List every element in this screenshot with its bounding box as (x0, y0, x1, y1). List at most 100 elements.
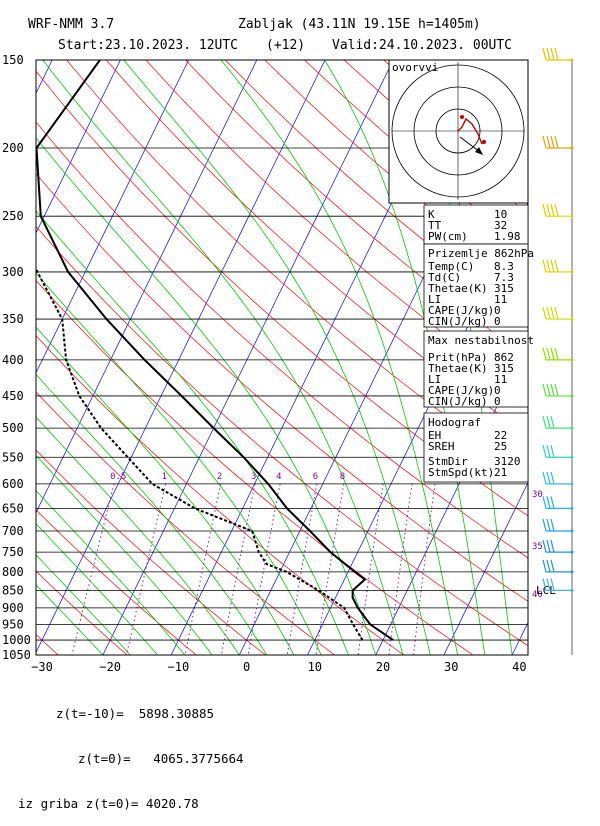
pressure-tick-label: 750 (2, 545, 24, 559)
wind-barb (543, 307, 574, 321)
barb-feather (543, 348, 546, 360)
temperature-tick-label: 40 (512, 660, 526, 674)
theta-e-label: 30 (532, 490, 543, 500)
barb-feather (555, 204, 558, 216)
info-label: StmSpd(kt) (428, 466, 494, 479)
barb-feather (551, 260, 554, 272)
barb-feather (555, 307, 558, 319)
barb-dot (571, 146, 574, 149)
info-section-title: Max nestabilnost (428, 334, 534, 347)
pressure-tick-label: 250 (2, 209, 24, 223)
barb-feather (547, 540, 550, 552)
wind-barb (543, 348, 574, 362)
barb-feather (555, 136, 558, 148)
hodograph-title: ovorvvi (392, 61, 438, 74)
temperature-tick-label: 0 (243, 660, 250, 674)
moist-adiabat-line (0, 60, 348, 655)
pressure-tick-label: 650 (2, 501, 24, 515)
mixing-ratio-label: 6 (313, 472, 318, 482)
barb-feather (547, 496, 550, 508)
barb-feather (551, 496, 554, 508)
barb-feather (551, 204, 554, 216)
isotherm-line (103, 60, 393, 655)
mixing-ratio-line (72, 484, 114, 655)
wind-barb (543, 540, 574, 554)
barb-feather (547, 519, 550, 531)
pressure-tick-label: 150 (2, 53, 24, 67)
wind-barb (543, 416, 574, 430)
mixing-ratio-line (358, 484, 383, 655)
mixing-ratio-line (185, 484, 221, 655)
barb-dot (571, 215, 574, 218)
hodograph-point (460, 115, 464, 119)
start-time: Start:23.10.2023. 12UTC (58, 38, 238, 53)
info-label: PW(cm) (428, 230, 468, 243)
pressure-tick-label: 1050 (2, 648, 31, 662)
valid-time: Valid:24.10.2023. 00UTC (332, 38, 512, 53)
barb-feather (543, 260, 546, 272)
lead-time: (+12) (266, 38, 305, 53)
pressure-tick-label: 400 (2, 353, 24, 367)
barb-feather (543, 416, 546, 428)
pressure-tick-label: 200 (2, 141, 24, 155)
pressure-tick-label: 700 (2, 524, 24, 538)
barb-feather (543, 519, 546, 531)
barb-feather (547, 307, 550, 319)
barb-dot (571, 427, 574, 430)
dewpoint-line (0, 60, 363, 640)
info-label: SREH (428, 440, 455, 453)
pressure-tick-label: 850 (2, 583, 24, 597)
temperature-tick-label: −10 (168, 660, 190, 674)
temperature-tick-label: −20 (99, 660, 121, 674)
barb-feather (551, 416, 554, 428)
barb-feather (547, 348, 550, 360)
barb-feather (547, 445, 550, 457)
mixing-ratio-label: 2 (217, 472, 222, 482)
z-zero-from-grib: iz griba z(t=0)= 4020.78 (18, 796, 244, 811)
barb-feather (547, 136, 550, 148)
dry-adiabat-line (542, 60, 600, 655)
pressure-tick-label: 900 (2, 601, 24, 615)
barb-feather (543, 496, 546, 508)
pressure-tick-label: 500 (2, 421, 24, 435)
hodograph-panel: ovorvvi (389, 60, 528, 203)
z-zero: z(t=0)= 4065.3775664 (18, 751, 244, 766)
barb-feather (551, 560, 554, 572)
moist-adiabat-line (0, 163, 267, 655)
barb-dot (571, 270, 574, 273)
model-title: WRF-NMM 3.7 (28, 17, 114, 32)
barb-feather (555, 348, 558, 360)
mixing-ratio-line (248, 484, 280, 655)
info-label: CIN(J/kg) (428, 315, 488, 328)
isotherm-line (580, 60, 600, 655)
wind-barb (543, 560, 574, 574)
barb-feather (543, 472, 546, 484)
barb-feather (551, 519, 554, 531)
temperature-line (37, 60, 394, 640)
info-label: CIN(J/kg) (428, 395, 488, 408)
bottom-info: z(t=-10)= 5898.30885 z(t=0)= 4065.377566… (18, 676, 244, 826)
hodograph-point (482, 140, 486, 144)
barb-feather (555, 260, 558, 272)
wind-barb (543, 136, 574, 150)
barb-dot (571, 394, 574, 397)
info-value: 1.98 (494, 230, 521, 243)
wind-barb (543, 204, 574, 218)
barb-feather (551, 307, 554, 319)
dry-adiabat-line (0, 60, 404, 655)
mixing-ratio-label: 8 (340, 472, 345, 482)
barb-feather (551, 540, 554, 552)
isotherm-line (35, 60, 325, 655)
temperature-tick-label: −30 (31, 660, 53, 674)
wind-barb (543, 519, 574, 533)
dry-adiabat-line (0, 60, 196, 655)
temperature-tick-label: 20 (376, 660, 390, 674)
barb-feather (547, 260, 550, 272)
temperature-tick-label: 30 (444, 660, 458, 674)
info-value: 0 (494, 395, 501, 408)
mixing-ratio-label: 1 (162, 472, 167, 482)
info-section-title: Prizemlje 862hPa (428, 247, 534, 260)
wind-barb (543, 445, 574, 459)
